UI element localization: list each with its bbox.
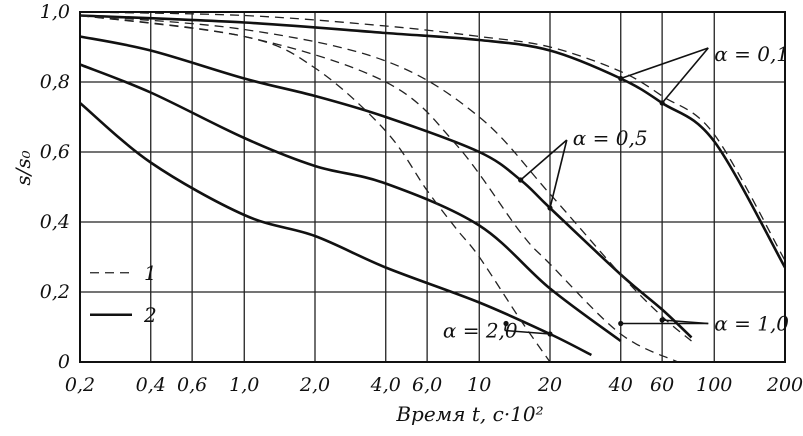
x-tick-label: 1,0 <box>229 374 259 396</box>
series-line-dashed <box>79 11 786 261</box>
tick-labels: 0,2 0,4 0,6 1,0 2,0 4,0 6,0 10 20 40 60 100 20000,20… <box>40 1 803 396</box>
x-tick-label: 40 <box>608 374 633 396</box>
annotation-arrowhead <box>518 177 524 183</box>
curves <box>79 11 787 363</box>
x-tick-label: 0,6 <box>177 374 207 396</box>
annotation-leader <box>504 329 551 335</box>
x-tick-label: 0,2 <box>65 374 95 396</box>
annotation-arrowhead <box>547 331 553 337</box>
x-tick-label: 4,0 <box>370 374 401 396</box>
x-axis-label: Время t, с·10² <box>395 402 543 426</box>
annotation-leader <box>620 47 709 80</box>
annotation-label: α = 0,1 <box>714 42 789 66</box>
series-line-dashed <box>79 14 692 342</box>
y-tick-label: 0,4 <box>40 211 70 233</box>
legend-label: 2 <box>143 303 157 327</box>
grid <box>79 11 786 363</box>
annotation-leaders <box>503 47 709 337</box>
annotation-label: α = 0,5 <box>573 126 648 150</box>
annotations: α = 0,1 α = 0,5 α = 1,0 α = 2,0 <box>443 42 789 343</box>
x-tick-label: 10 <box>467 374 491 396</box>
annotation-arrowhead <box>618 320 624 327</box>
y-tick-label: 0,6 <box>40 141 70 163</box>
legend-label: 1 <box>144 261 157 285</box>
x-tick-label: 100 <box>696 374 732 396</box>
series-line-solid <box>79 63 622 343</box>
x-tick-label: 0,4 <box>136 374 166 396</box>
series-line-solid <box>79 102 592 357</box>
annotation-arrowhead <box>547 205 553 211</box>
x-tick-label: 2,0 <box>299 374 330 396</box>
y-tick-label: 0,2 <box>40 281 70 303</box>
annotation-leader <box>520 139 568 181</box>
y-tick-label: 0,8 <box>40 71 70 93</box>
annotation-label: α = 1,0 <box>714 312 789 336</box>
y-tick-label: 1,0 <box>40 1 70 23</box>
annotation-label: α = 2,0 <box>443 319 518 343</box>
annotation-leader <box>661 47 709 104</box>
annotation-leader <box>549 139 568 209</box>
legend: 12 <box>90 261 157 327</box>
annotation-arrowhead <box>659 100 665 106</box>
annotation-arrowhead <box>503 320 509 327</box>
series-line-solid <box>79 14 787 269</box>
annotation-arrowhead <box>659 317 665 323</box>
x-tick-label: 60 <box>650 374 674 396</box>
y-axis-label: s/s₀ <box>11 150 35 185</box>
x-tick-label: 200 <box>766 374 803 396</box>
series-line-dashed <box>79 14 551 363</box>
x-tick-label: 6,0 <box>412 374 442 396</box>
annotation-arrowhead <box>618 75 624 82</box>
annotation-leader <box>662 319 709 325</box>
series-line-dashed <box>79 14 679 363</box>
plot-frame <box>79 11 786 363</box>
x-tick-label: 20 <box>537 374 562 396</box>
y-tick-label: 0 <box>58 351 70 373</box>
